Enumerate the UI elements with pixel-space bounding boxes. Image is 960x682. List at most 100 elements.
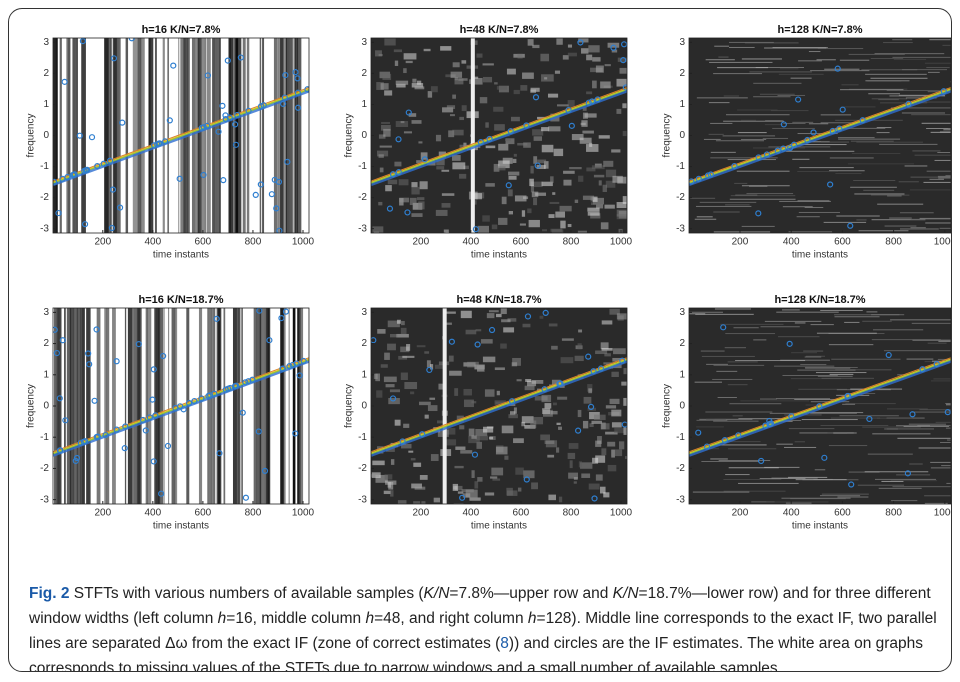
texture-blob [454, 465, 464, 469]
texture-streak [801, 419, 858, 421]
estimate-circle [472, 226, 480, 233]
estimate-circle [386, 205, 394, 212]
texture-streak [898, 94, 945, 96]
texture-blob [582, 420, 589, 429]
texture-blob [600, 342, 609, 350]
caption-link[interactable]: 8 [500, 635, 509, 652]
texture-stripe [105, 308, 110, 504]
texture-streak [703, 138, 721, 140]
texture-blob [550, 176, 554, 183]
texture-streak [713, 73, 763, 75]
texture-blob [530, 185, 535, 193]
texture-streak [898, 181, 919, 183]
texture-streak [718, 56, 729, 58]
texture-streak [856, 219, 867, 221]
texture-blob [494, 367, 505, 371]
texture-stripe [259, 38, 262, 233]
texture-stripe [284, 308, 286, 504]
estimate-circle [780, 121, 787, 128]
texture-streak [923, 181, 951, 183]
estimate-circle [294, 75, 301, 82]
texture-blob [496, 86, 508, 90]
texture-stripe [72, 38, 77, 233]
estimate-circle [61, 78, 68, 85]
texture-blob [418, 201, 425, 210]
texture-streak [735, 360, 806, 362]
texture-streak [844, 321, 860, 323]
texture-blob [580, 462, 593, 469]
texture-blob [402, 355, 415, 358]
texture-stripe [59, 38, 62, 233]
texture-streak [889, 95, 946, 97]
estimate-circle [198, 124, 205, 132]
texture-stripe [66, 38, 71, 233]
estimate-circle [695, 429, 702, 436]
texture-stripe [145, 308, 149, 504]
texture-blob [448, 355, 454, 362]
texture-blob [612, 357, 623, 362]
texture-streak [708, 133, 724, 135]
texture-streak [945, 404, 951, 406]
texture-streak [797, 133, 838, 135]
texture-blob [616, 202, 627, 209]
texture-stripe [204, 38, 207, 233]
texture-blob [541, 394, 552, 403]
texture-blob [378, 154, 384, 158]
texture-streak [929, 39, 951, 41]
texture-blob [558, 496, 563, 503]
texture-blob [493, 106, 504, 112]
texture-blob [504, 455, 509, 460]
estimate-circle [848, 481, 855, 488]
texture-blob [567, 100, 575, 108]
panel-title: h=48 K/N=18.7% [457, 294, 542, 306]
estimate-circle [541, 386, 548, 393]
texture-blob [459, 425, 465, 430]
estimate-circle [280, 100, 287, 108]
estimate-circle [477, 139, 484, 146]
texture-blob [548, 323, 558, 327]
texture-blob [513, 407, 517, 414]
estimate-circle [505, 182, 512, 189]
texture-streak [874, 53, 945, 55]
texture-blob [567, 452, 576, 460]
estimate-circle [294, 104, 302, 111]
texture-stripe [292, 308, 296, 504]
texture-blob [578, 461, 582, 468]
texture-blob [530, 420, 537, 428]
texture-blob [539, 315, 544, 319]
texture-streak [863, 189, 895, 191]
texture-streak [904, 165, 928, 167]
x-tick-label: 200 [412, 508, 429, 519]
texture-blob [485, 122, 489, 128]
texture-streak [918, 101, 951, 103]
texture-blob [400, 346, 410, 353]
texture-streak [874, 478, 936, 480]
estimate-circle [276, 227, 283, 233]
texture-blob [503, 327, 515, 333]
y-tick-label: -3 [358, 223, 367, 234]
x-tick-label: 400 [145, 237, 162, 248]
texture-blob [498, 217, 508, 225]
texture-blob [533, 156, 538, 164]
panel-title: h=48 K/N=7.8% [460, 24, 539, 36]
texture-blob [494, 124, 505, 131]
texture-streak [926, 67, 950, 69]
texture-blob [396, 83, 406, 88]
texture-streak [840, 89, 904, 91]
texture-blob [471, 78, 483, 85]
estimate-circle [102, 432, 109, 439]
texture-streak [738, 418, 786, 420]
texture-blob [387, 320, 400, 328]
estimate-circle [150, 458, 157, 465]
texture-blob [578, 38, 589, 43]
y-tick-label: 2 [43, 338, 49, 349]
texture-streak [699, 201, 757, 203]
texture-blob [471, 470, 475, 478]
texture-stripe [299, 308, 301, 504]
texture-streak [858, 230, 909, 232]
texture-blob [484, 389, 495, 397]
texture-blob [542, 408, 551, 415]
texture-blob [488, 310, 499, 313]
y-axis-label: frequency [26, 384, 37, 428]
